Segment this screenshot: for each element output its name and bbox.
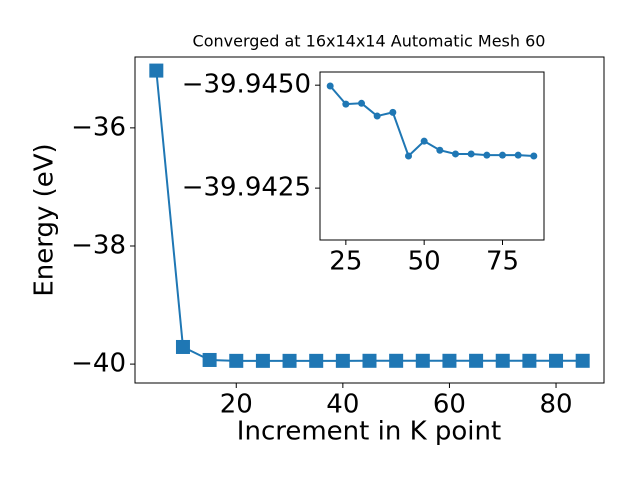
y-tick-label: −38 (71, 230, 126, 260)
marker (522, 353, 537, 368)
marker (549, 353, 564, 368)
marker (451, 150, 459, 158)
marker (149, 63, 164, 78)
marker (335, 353, 350, 368)
marker (255, 353, 270, 368)
marker (575, 353, 590, 368)
marker (326, 82, 334, 90)
x-tick-label: 20 (220, 390, 253, 420)
marker (442, 353, 457, 368)
x-tick-label: 80 (539, 390, 572, 420)
marker (514, 151, 522, 159)
marker (362, 353, 377, 368)
axes-frame (134, 56, 605, 384)
marker (420, 137, 428, 145)
x-tick-label: 60 (433, 390, 466, 420)
marker (483, 151, 491, 159)
marker (175, 339, 190, 354)
marker (469, 353, 484, 368)
marker (436, 146, 444, 154)
x-tick-label: 50 (408, 247, 441, 277)
chart-title: Converged at 16x14x14 Automatic Mesh 60 (193, 32, 546, 51)
marker (498, 151, 506, 159)
marker (415, 353, 430, 368)
marker (229, 353, 244, 368)
y-tick-label: −39.9450 (182, 70, 311, 100)
axes-frame (319, 71, 545, 241)
marker (342, 100, 350, 108)
marker (373, 112, 381, 120)
marker (467, 150, 475, 158)
y-tick-label: −39.9425 (182, 173, 311, 203)
y-tick-label: −40 (71, 349, 126, 379)
y-axis-label: Energy (eV) (30, 143, 60, 296)
x-tick-label: 25 (329, 247, 362, 277)
marker (202, 352, 217, 367)
marker (495, 353, 510, 368)
x-axis-label: Increment in K point (237, 417, 501, 447)
marker (389, 353, 404, 368)
marker (405, 152, 413, 160)
marker (282, 353, 297, 368)
marker (389, 108, 397, 116)
y-tick-label: −36 (71, 112, 126, 142)
x-tick-label: 75 (486, 247, 519, 277)
marker (358, 99, 366, 107)
x-tick-label: 40 (326, 390, 359, 420)
marker (530, 152, 538, 160)
marker (309, 353, 324, 368)
